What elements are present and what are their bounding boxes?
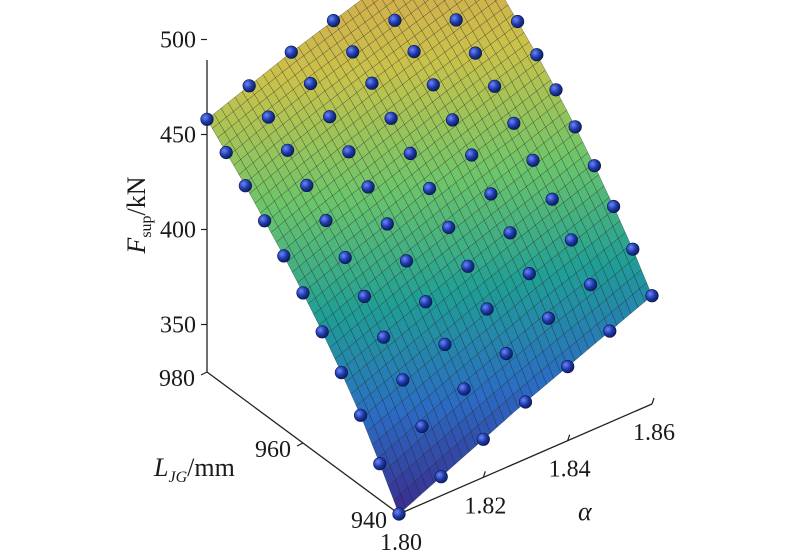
z-tick-label: 500 [160,28,196,54]
z-tick-label: 400 [160,218,196,244]
y-tick [296,442,304,447]
data-point [603,324,617,338]
data-point [319,213,333,228]
data-point [518,395,533,409]
y-tick-label: 980 [159,366,195,392]
data-point [587,159,602,173]
x-axis-label: α [578,497,593,526]
ticks-layer: 350 400 450 500 940 960 980 1.80 1.82 1.84 1.86 [159,28,675,552]
y-tick [200,371,208,376]
data-point [626,242,640,256]
z-tick-label: 350 [160,313,196,339]
data-point [315,325,329,339]
y-tick-label: 960 [255,437,291,463]
data-point [522,267,536,281]
data-point [530,48,544,62]
data-point [426,78,440,92]
data-point [442,220,456,234]
data-point [583,278,598,292]
data-point [541,311,556,325]
y-axis-label: LJG/mm [153,453,235,486]
data-point [296,286,310,300]
data-point [373,457,387,471]
data-point [422,181,437,196]
data-point [526,153,540,167]
data-point [338,250,352,265]
data-point [354,408,368,422]
data-point [388,13,402,27]
data-point [365,76,379,90]
data-point [334,366,349,380]
x-tick-label: 1.86 [633,420,675,446]
data-point [407,44,421,59]
data-point [396,373,410,387]
data-point [346,45,360,59]
data-point [434,470,448,484]
data-point [488,79,502,93]
data-point [392,507,406,521]
data-point [357,289,372,304]
y-tick-label: 940 [351,508,387,534]
data-point [461,259,475,273]
data-point [300,178,314,192]
data-point [219,145,233,160]
x-axis-line [398,403,653,515]
data-point [438,337,452,352]
z-axis-label: Fsup/kN [122,176,155,254]
data-point [384,111,398,125]
data-point [361,180,375,194]
x-tick [651,397,655,405]
data-point [415,419,429,434]
data-point [549,83,563,97]
surface-patch [371,0,379,4]
data-point [545,192,559,206]
data-point [261,110,276,124]
data-point [323,110,337,124]
x-tick-label: 1.80 [380,530,422,552]
data-point [468,46,483,60]
data-point [403,146,417,160]
x-tick [482,471,486,478]
data-point [326,14,341,28]
data-point [480,302,494,316]
data-point [561,360,575,374]
data-point [284,45,298,59]
data-point [484,187,498,201]
data-point [476,432,490,446]
data-point [281,143,295,157]
data-point [419,295,433,309]
data-point [606,199,621,214]
data-point [277,249,291,263]
x-tick [567,434,571,441]
data-point [499,347,513,361]
data-point [200,112,214,126]
x-tick-label: 1.84 [549,457,591,483]
data-point [377,330,391,344]
data-point [564,233,579,247]
data-point [503,226,517,240]
data-point [568,120,582,134]
data-point [445,113,460,127]
data-point [258,214,272,228]
data-point [399,254,414,268]
data-point [645,289,659,303]
data-point [342,145,356,159]
z-tick-label: 450 [160,123,196,149]
data-point [449,13,463,27]
data-point [510,14,525,29]
data-point [242,79,256,93]
data-point [507,116,521,130]
data-point [380,217,394,231]
data-point [238,179,252,193]
data-point [303,76,318,91]
x-tick-label: 1.82 [464,493,506,519]
data-points [200,13,659,521]
data-point [465,148,479,162]
data-point [457,382,471,396]
